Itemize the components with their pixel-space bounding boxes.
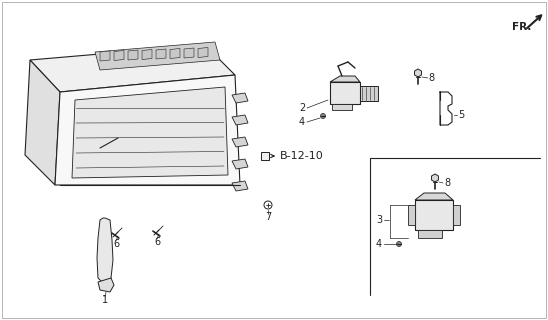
Polygon shape (198, 47, 208, 58)
Bar (130, 132, 152, 144)
Polygon shape (97, 218, 113, 282)
Bar (261, 152, 269, 160)
Text: 6: 6 (154, 237, 160, 247)
Text: 5: 5 (458, 110, 464, 120)
Bar (415, 200, 453, 230)
Polygon shape (100, 51, 110, 61)
Circle shape (321, 114, 326, 118)
Polygon shape (170, 49, 180, 59)
Circle shape (397, 242, 402, 246)
Text: 4: 4 (299, 117, 305, 127)
Polygon shape (55, 75, 240, 185)
Polygon shape (232, 93, 248, 103)
Bar (418, 230, 442, 238)
Polygon shape (453, 205, 460, 225)
Polygon shape (232, 159, 248, 169)
Polygon shape (408, 205, 415, 225)
Text: 2: 2 (299, 103, 305, 113)
Text: 4: 4 (376, 239, 382, 249)
Text: 8: 8 (428, 73, 434, 83)
Polygon shape (72, 87, 228, 178)
Bar (332, 104, 352, 110)
Text: 7: 7 (265, 212, 271, 222)
Polygon shape (415, 193, 453, 200)
Polygon shape (98, 278, 114, 292)
Text: 3: 3 (376, 215, 382, 225)
Polygon shape (156, 49, 166, 59)
Polygon shape (25, 60, 60, 185)
Text: 8: 8 (444, 178, 450, 188)
Text: FR.: FR. (512, 22, 532, 32)
Polygon shape (114, 51, 124, 60)
Bar (360, 86, 378, 101)
Polygon shape (30, 45, 235, 92)
Polygon shape (232, 181, 248, 191)
Text: B-12-10: B-12-10 (280, 151, 324, 161)
Polygon shape (232, 137, 248, 147)
Bar (330, 82, 360, 104)
Polygon shape (128, 50, 138, 60)
Polygon shape (142, 50, 152, 60)
Polygon shape (184, 48, 194, 58)
Text: 6: 6 (113, 239, 119, 249)
Polygon shape (232, 115, 248, 125)
Text: 1: 1 (102, 295, 108, 305)
Polygon shape (330, 76, 360, 82)
Polygon shape (95, 42, 220, 70)
